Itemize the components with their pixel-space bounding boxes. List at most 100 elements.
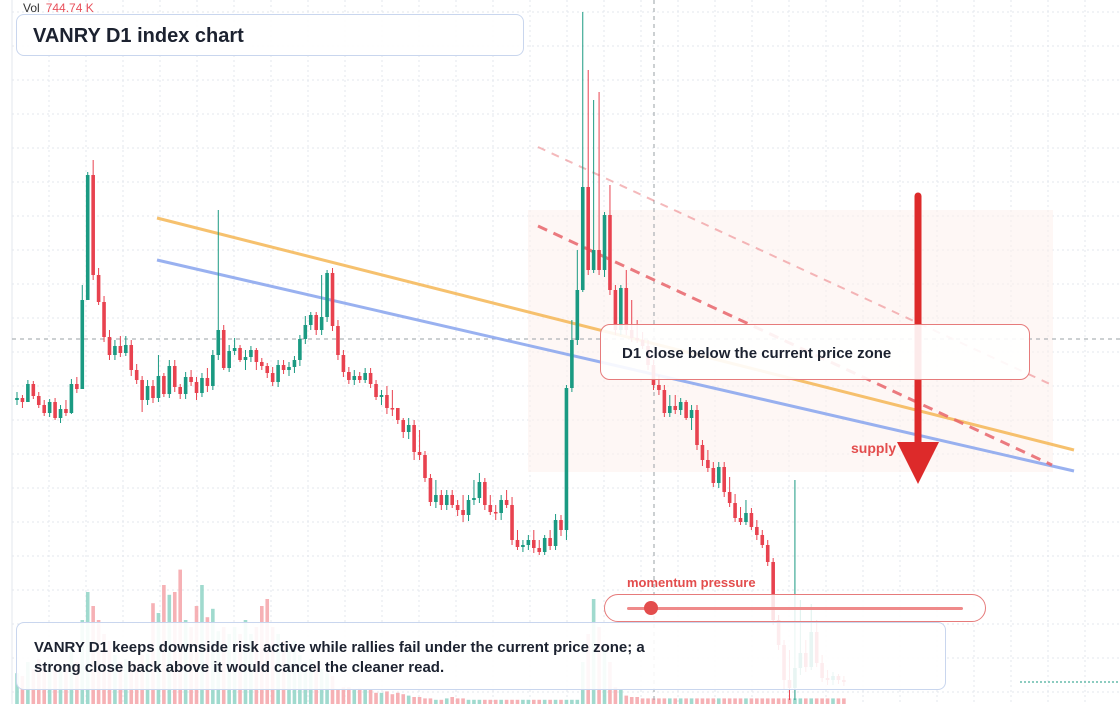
volume-bar <box>526 699 531 704</box>
volume-bar <box>776 698 781 704</box>
volume-bar <box>439 699 444 704</box>
volume-bar <box>640 698 645 704</box>
volume-bar <box>765 698 770 704</box>
candle-body <box>733 503 737 518</box>
candle-body <box>542 538 547 552</box>
candle-body <box>423 455 427 478</box>
volume-bar <box>341 687 346 704</box>
volume-bar <box>20 676 25 704</box>
volume-label: Vol <box>23 1 40 15</box>
candle-body <box>341 355 346 372</box>
summary-text: VANRY D1 keeps downside risk active whil… <box>34 639 645 676</box>
volume-bar <box>678 698 683 704</box>
candle-body <box>428 478 433 502</box>
candle-body <box>167 366 172 394</box>
candle-body <box>20 398 25 402</box>
volume-bar <box>444 698 449 704</box>
volume-bar <box>613 687 618 704</box>
candle-body <box>668 406 672 413</box>
supply-label: supply <box>851 440 897 456</box>
candle-body <box>314 315 318 330</box>
volume-bar <box>798 698 803 704</box>
volume-bar <box>488 699 493 704</box>
candle-body <box>755 527 759 535</box>
candle-body <box>53 402 57 418</box>
candle-body <box>390 408 395 410</box>
volume-value: 744.74 K <box>45 1 94 15</box>
candle-body <box>216 330 221 355</box>
candle-body <box>64 409 68 413</box>
candle-body <box>559 520 563 530</box>
volume-bar <box>695 698 699 704</box>
candle-body <box>521 545 525 547</box>
candle-body <box>80 300 85 389</box>
candle-body <box>308 315 313 325</box>
candle-body <box>58 409 63 418</box>
candle-body <box>537 548 542 552</box>
down-arrow-icon <box>897 192 939 484</box>
volume-bar <box>711 698 716 704</box>
candle-body <box>510 505 514 540</box>
candle-body <box>363 373 367 380</box>
candle-body <box>379 395 384 397</box>
candle-body <box>298 339 302 360</box>
candle-body <box>613 290 618 330</box>
volume-bar <box>836 698 841 704</box>
volume-bar <box>668 698 672 704</box>
volume-bar <box>760 698 765 704</box>
candle-body <box>488 505 493 512</box>
volume-bar <box>347 687 351 704</box>
candle-body <box>444 495 449 505</box>
candle-body <box>738 518 743 522</box>
volume-bar <box>406 695 411 704</box>
volume-bar <box>657 698 661 704</box>
candle-body <box>265 366 270 373</box>
volume-bar <box>428 698 433 704</box>
candle-body <box>515 540 520 547</box>
candle-body <box>396 408 400 420</box>
candle-body <box>591 250 596 270</box>
volume-bar <box>825 698 830 704</box>
candle-body <box>238 348 242 360</box>
candle-body <box>657 385 661 390</box>
volume-bar <box>651 698 656 704</box>
candle-body <box>771 562 775 620</box>
candle-body <box>260 362 264 366</box>
candle-body <box>727 492 732 503</box>
candle-body <box>91 175 95 275</box>
volume-bar <box>619 690 623 704</box>
candle-body <box>194 382 199 393</box>
volume-bar <box>461 698 465 704</box>
candle-body <box>602 215 607 270</box>
candle-body <box>15 398 19 400</box>
volume-bar <box>510 699 514 704</box>
momentum-gauge <box>604 594 986 622</box>
volume-bar <box>417 697 422 704</box>
callout-panel: D1 close below the current price zone <box>600 324 1030 380</box>
candle-body <box>706 460 710 468</box>
volume-bar <box>771 698 775 704</box>
candle-body <box>417 452 422 455</box>
candle-body <box>162 376 166 394</box>
candle-body <box>711 468 716 483</box>
volume-bar <box>412 697 416 704</box>
candle-body <box>700 445 705 460</box>
candle-body <box>124 345 128 353</box>
candle-body <box>406 425 411 432</box>
candle-body <box>619 288 623 330</box>
candle-body <box>303 325 308 339</box>
volume-bar <box>820 698 824 704</box>
volume-bar <box>336 690 340 704</box>
candle-body <box>673 406 678 410</box>
volume-bar <box>357 688 362 704</box>
candle-body <box>765 545 770 562</box>
candle-body <box>287 367 291 370</box>
volume-bar <box>749 698 754 704</box>
candle-body <box>292 360 297 367</box>
volume-bar <box>559 699 563 704</box>
candle-body <box>107 337 112 355</box>
candle-body <box>129 345 134 370</box>
candle-body <box>270 373 275 382</box>
candle-body <box>450 495 454 505</box>
volume-bar <box>553 699 558 704</box>
